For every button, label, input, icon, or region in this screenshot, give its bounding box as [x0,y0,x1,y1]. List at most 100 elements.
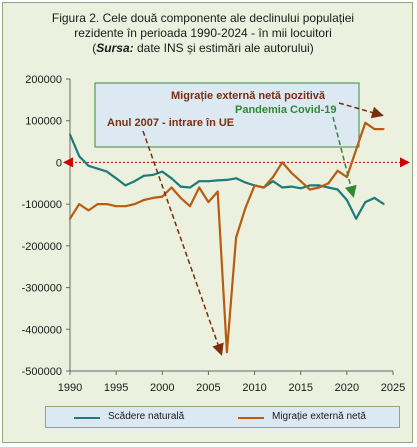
x-tick-label: 2005 [196,382,220,394]
data-point [78,155,81,158]
title-line-3: (Sursa: date INS și estimări ale autorul… [92,41,314,55]
data-point [225,351,228,354]
data-point [179,185,182,188]
data-point [354,217,358,220]
data-point [244,181,247,184]
legend-label-migration: Migrație externă netă [272,411,366,422]
data-point [244,207,247,210]
data-point [382,127,385,131]
zero-line-arrow-right [400,157,410,168]
data-point [290,185,293,188]
annotation-eu-accession: Anul 2007 - intrare în UE [107,117,234,129]
data-point [271,175,275,179]
data-point [308,188,312,191]
data-point [198,180,201,183]
arrow-covid [332,116,357,198]
data-point [133,180,136,183]
data-point [161,195,164,198]
legend: Scădere naturală Migrație externă netă [45,406,400,428]
data-point [345,175,348,179]
data-point [105,170,109,173]
x-tick-label: 2020 [335,382,359,394]
data-point [151,173,155,177]
data-point [87,209,90,212]
data-point [308,184,312,187]
data-point [170,186,173,189]
data-point [281,186,284,189]
x-tick-label: 2025 [381,382,405,394]
data-point [327,186,330,189]
data-point [373,127,376,131]
data-point [318,186,321,189]
y-tick-label: -300000 [22,283,62,295]
source-label: Sursa: [96,41,134,55]
legend-label-natural: Scădere naturală [108,411,185,422]
data-point [179,196,182,199]
y-tick-label: 100000 [25,116,62,128]
y-tick-label: 0 [56,157,62,169]
data-point [327,182,330,185]
data-point [207,200,210,204]
annotation-covid: Pandemia Covid-19 [235,104,336,116]
data-point [253,184,256,187]
y-tick-label: 200000 [25,74,62,86]
net-migration-line [69,121,384,354]
title-line-1: Figura 2. Cele două componente ale decli… [51,11,355,25]
data-point [354,148,358,152]
data-point [235,177,238,180]
data-point [124,184,127,187]
data-point [281,161,284,164]
chart-frame: Figura 2. Cele două componente ale decli… [2,2,413,443]
data-point [96,167,99,170]
data-point [188,205,192,208]
data-point [216,179,219,182]
data-point [207,180,210,183]
x-tick-label: 1990 [58,382,82,394]
x-tick-label: 2015 [288,382,312,394]
data-point [235,236,238,239]
annotation-positive-migration: Migrație externă netă pozitivă [171,90,326,102]
data-point [198,186,201,189]
x-tick-label: 2010 [242,382,266,394]
data-point [262,186,265,189]
y-tick-label: -100000 [22,199,62,211]
data-point [225,178,228,182]
y-tick-label: -500000 [22,366,62,378]
data-point [299,187,302,190]
data-point [151,196,155,199]
data-point [170,177,173,180]
data-point [336,169,339,172]
data-point [382,203,385,206]
data-point [318,184,321,187]
title-line-2: rezidente în perioada 1990-2024 - în mii… [74,26,332,40]
data-point [68,133,72,136]
data-point [290,171,293,174]
data-point [133,203,136,206]
data-point [115,205,118,208]
legend-swatch-natural [74,417,100,419]
data-point [373,196,376,199]
arrow-positive-migration [338,102,384,119]
data-point [364,200,367,204]
data-point [78,203,81,206]
y-tick-label: -200000 [22,241,62,253]
x-tick-label: 2000 [150,382,174,394]
line-chart: -500000 -400000 -300000 -200000 -100000 0 1000… [22,74,410,394]
data-point [364,121,367,124]
y-tick-label: -400000 [22,324,62,336]
data-point [115,177,118,180]
annotation-box [94,82,360,148]
data-point [142,174,145,177]
data-point [345,198,348,202]
data-point [87,164,90,167]
data-point [105,203,109,206]
data-point [68,217,72,220]
data-point [124,205,127,208]
zero-line-arrow-left [63,157,73,168]
chart-title: Figura 2. Cele două componente ale decli… [23,11,383,56]
data-point [336,188,339,191]
legend-swatch-migration [238,417,264,419]
data-point [96,203,99,206]
x-tick-label: 1995 [104,382,128,394]
data-point [142,198,145,202]
